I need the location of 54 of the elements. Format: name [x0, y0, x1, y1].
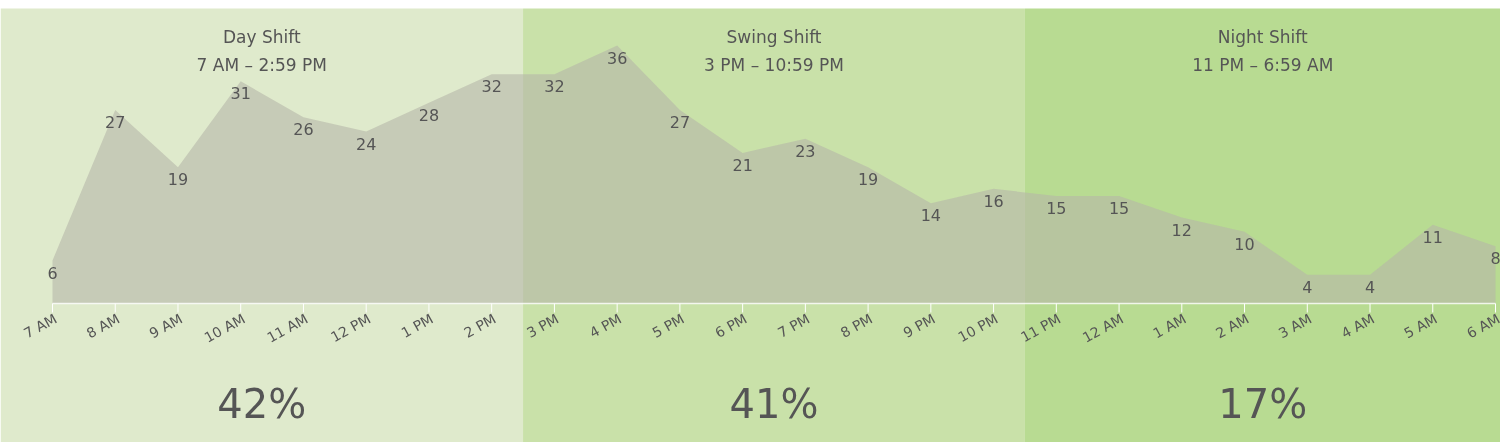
x-tick-label: 1 PM — [398, 310, 436, 341]
data-label: 32 — [544, 77, 565, 97]
data-label: 12 — [1171, 220, 1192, 240]
x-tick-label: 6 AM — [1464, 310, 1500, 342]
data-label: 32 — [481, 77, 502, 97]
x-tick-label: 3 AM — [1275, 310, 1315, 342]
data-label: 19 — [857, 170, 879, 190]
data-label: 27 — [105, 113, 126, 132]
data-label: 36 — [606, 48, 628, 68]
data-label: 16 — [983, 191, 1004, 211]
data-label: 31 — [230, 84, 251, 104]
x-tick-label: 12 PM — [327, 310, 374, 346]
data-label: 4 — [1364, 277, 1376, 297]
data-label: 27 — [669, 113, 691, 132]
text: 17% — [1218, 380, 1308, 427]
band-label: Day Shift 7 AM – 2:59 PM — [196, 26, 327, 75]
x-tick-label: 4 AM — [1338, 310, 1377, 342]
data-label: 21 — [732, 156, 753, 175]
x-tick-label: 10 AM — [201, 310, 248, 346]
x-tick-label: 9 PM — [900, 310, 938, 341]
data-label: 15 — [1108, 199, 1130, 218]
x-tick-label: 2 PM — [461, 310, 499, 341]
x-tick-label: 5 PM — [649, 310, 687, 341]
x-tick-label: 9 AM — [146, 310, 185, 342]
x-tick-label: 1 AM — [1150, 310, 1189, 342]
x-tick-label: 7 AM — [21, 310, 60, 342]
band-label: Swing Shift 3 PM – 10:59 PM — [704, 26, 844, 75]
x-tick-label: 8 AM — [83, 310, 123, 342]
text: 42% — [217, 380, 307, 427]
x-tick-label: 3 PM — [523, 310, 562, 341]
band-label: Night Shift 11 PM – 6:59 AM — [1192, 26, 1334, 75]
data-label: 26 — [293, 120, 314, 140]
x-tick-label: 7 PM — [774, 310, 813, 341]
data-label: 14 — [920, 206, 942, 226]
data-label: 4 — [1302, 277, 1313, 297]
x-tick-label: 2 AM — [1213, 310, 1252, 342]
data-label: 6 — [47, 263, 58, 283]
data-label: 28 — [418, 105, 440, 125]
x-tick-label: 11 PM — [1018, 310, 1064, 346]
data-label: 23 — [795, 141, 816, 161]
x-tick-label: 5 AM — [1401, 310, 1440, 342]
data-label: 24 — [356, 134, 377, 154]
x-tick-label: 10 PM — [955, 310, 1001, 346]
data-label: 19 — [167, 170, 189, 190]
x-tick-label: 8 PM — [837, 310, 876, 341]
data-label: 15 — [1046, 199, 1067, 218]
data-label: 11 — [1422, 227, 1443, 247]
x-tick-label: 4 PM — [586, 310, 625, 341]
text: 41% — [729, 380, 819, 427]
data-label: 8 — [1490, 249, 1500, 269]
x-tick-label: 6 PM — [712, 310, 750, 341]
x-tick-label: 12 AM — [1079, 310, 1127, 346]
x-tick-label: 11 AM — [264, 310, 311, 346]
data-label: 10 — [1234, 234, 1255, 254]
